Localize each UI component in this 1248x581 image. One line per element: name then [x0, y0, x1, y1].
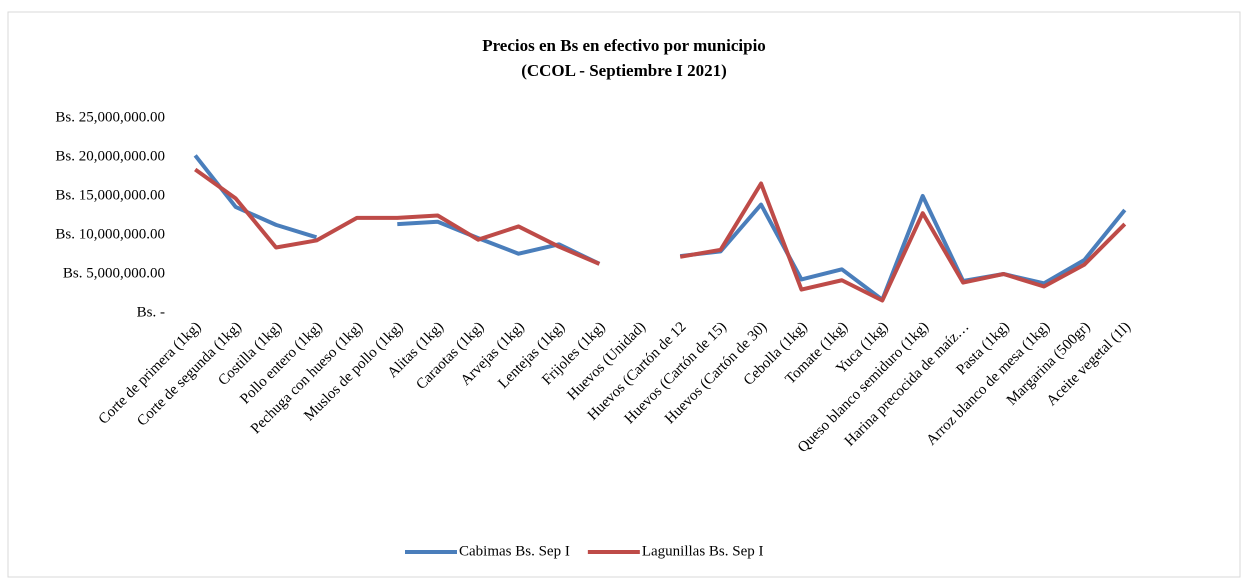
chart-subtitle: (CCOL - Septiembre I 2021) [521, 61, 727, 80]
y-tick-label: Bs. 5,000,000.00 [63, 265, 165, 281]
legend-label: Lagunillas Bs. Sep I [642, 543, 764, 559]
y-tick-label: Bs. 25,000,000.00 [55, 109, 165, 125]
y-tick-label: Bs. - [137, 304, 165, 320]
legend-label: Cabimas Bs. Sep I [459, 543, 570, 559]
chart-frame [7, 11, 1241, 578]
y-tick-label: Bs. 15,000,000.00 [55, 187, 165, 203]
series-line [194, 167, 1127, 303]
y-tick-label: Bs. 10,000,000.00 [55, 226, 165, 242]
y-tick-label: Bs. 20,000,000.00 [55, 148, 165, 164]
chart-title: Precios en Bs en efectivo por municipio [482, 36, 766, 55]
